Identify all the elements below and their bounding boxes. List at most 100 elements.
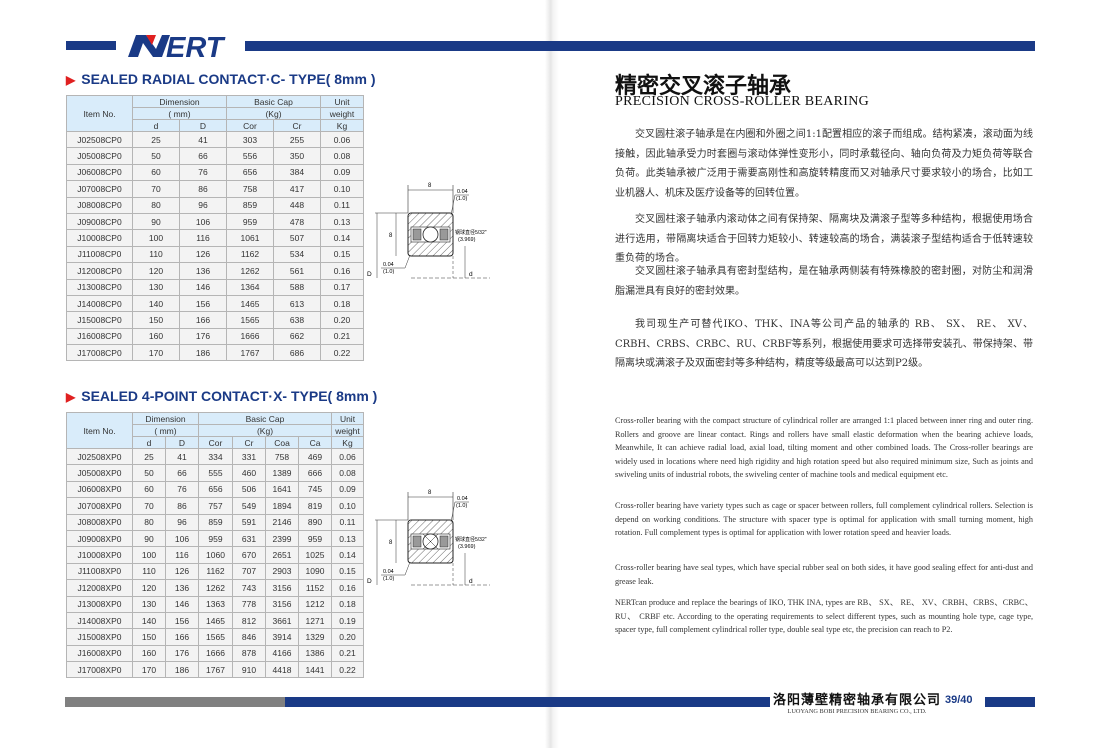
paragraph-en: NERTcan produce and replace the bearings… (615, 598, 1033, 635)
table-cell: 0.13 (320, 212, 364, 231)
table-cell: J11008XP0 (66, 562, 133, 581)
table-cell: J16008CP0 (66, 327, 133, 346)
c-type-table: Item No. Dimension Basic Cap Unit ( mm) (… (66, 95, 364, 362)
table-row: J14008XP0 140 156 1465 812 3661 1271 0.19 (66, 611, 364, 630)
table-cell: 846 (232, 628, 266, 646)
table-cell: 910 (232, 661, 266, 679)
table-cell: 110 (132, 245, 180, 264)
table-cell: 613 (273, 294, 321, 313)
header-unit: Unit (320, 95, 364, 108)
table-cell: 1565 (226, 311, 274, 329)
table-row: J08008XP0 80 96 859 591 2146 890 0.11 (66, 513, 364, 531)
table-cell: 0.13 (331, 529, 364, 548)
table-row: J16008XP0 160 176 1666 878 4166 1386 0.21 (66, 644, 364, 663)
table-cell: 1666 (226, 327, 274, 346)
table-row: J16008CP0 160 176 1666 662 0.21 (66, 327, 364, 346)
table-cell: 4418 (265, 661, 299, 679)
table-cell: 136 (165, 579, 199, 597)
header-bar-main (245, 41, 1035, 51)
table-row: J06008XP0 60 76 656 506 1641 745 0.09 (66, 480, 364, 499)
diagram-label: (1.0) (383, 576, 394, 582)
table-cell: 0.10 (331, 497, 364, 515)
table-cell: 66 (165, 464, 199, 482)
table-row: J05008CP0 50 66 556 350 0.08 (66, 147, 364, 165)
table-cell: 1090 (298, 562, 332, 581)
section-title-c-type: ▶ SEALED RADIAL CONTACT·C- TYPE( 8mm ) (66, 71, 376, 87)
table-cell: 0.06 (320, 130, 364, 149)
table-cell: 0.16 (331, 579, 364, 597)
table-cell: 166 (179, 311, 227, 329)
table-cell: 0.08 (320, 147, 364, 165)
table-cell: J15008XP0 (66, 628, 133, 646)
table-cell: 0.20 (320, 311, 364, 329)
table-cell: 255 (273, 130, 321, 149)
table-cell: 1389 (265, 464, 299, 482)
table-cell: 156 (165, 611, 199, 630)
header-dimension: Dimension (132, 412, 199, 425)
table-cell: 136 (179, 262, 227, 280)
table-cell: 106 (165, 529, 199, 548)
table-cell: 1386 (298, 644, 332, 663)
table-cell: 70 (132, 180, 180, 198)
table-cell: 507 (273, 229, 321, 247)
table-cell: 96 (165, 513, 199, 531)
page-number: 39/40 (945, 694, 973, 706)
table-cell: J15008CP0 (66, 311, 133, 329)
table-cell: 1465 (198, 611, 233, 630)
diagram-label: (1.0) (456, 196, 467, 202)
header-basic-cap-unit: (Kg) (198, 424, 332, 437)
diagram-label: d (469, 271, 473, 278)
table-cell: 120 (132, 579, 166, 597)
table-cell: 60 (132, 163, 180, 182)
diagram-label: 8 (428, 490, 432, 496)
table-cell: 1329 (298, 628, 332, 646)
header-basic-cap: Basic Cap (198, 412, 332, 425)
table-cell: 110 (132, 562, 166, 581)
nert-logo: ERT (128, 33, 226, 59)
footer-bar-blue (285, 697, 770, 707)
footer-bar-right (985, 697, 1035, 707)
table-cell: 0.21 (331, 644, 364, 663)
table-cell: 0.10 (320, 180, 364, 198)
table-cell: 878 (232, 644, 266, 663)
table-cell: 778 (232, 595, 266, 613)
diagram-label: (1.0) (456, 503, 467, 509)
table-row: J17008CP0 170 186 1767 686 0.22 (66, 344, 364, 362)
table-cell: 76 (179, 163, 227, 182)
title-en: PRECISION CROSS-ROLLER BEARING (615, 94, 870, 109)
footer-bar-gray (65, 697, 285, 707)
table-cell: 0.17 (320, 278, 364, 296)
table-cell: 176 (179, 327, 227, 346)
paragraph-cn: 我司现生产可替代IKO、THK、INA等公司产品的轴承的 RB、 SX、 RE、… (615, 319, 1033, 369)
header-column: Coa (265, 436, 299, 449)
table-cell: J14008XP0 (66, 611, 133, 630)
table-cell: 80 (132, 196, 180, 214)
table-cell: 166 (165, 628, 199, 646)
table-cell: 666 (298, 464, 332, 482)
header-bar-left (66, 41, 116, 50)
table-cell: 1894 (265, 497, 299, 515)
table-row: J17008XP0 170 186 1767 910 4418 1441 0.22 (66, 661, 364, 679)
table-cell: 1162 (198, 562, 233, 581)
table-cell: 150 (132, 311, 180, 329)
table-cell: 140 (132, 294, 180, 313)
header-unit: Unit (331, 412, 364, 425)
table-row: J05008XP0 50 66 555 460 1389 666 0.08 (66, 464, 364, 482)
table-cell: 2399 (265, 529, 299, 548)
table-cell: 25 (132, 447, 166, 466)
table-cell: 3661 (265, 611, 299, 630)
diagram-label: 8 (428, 183, 432, 189)
table-cell: J13008XP0 (66, 595, 133, 613)
table-cell: 1212 (298, 595, 332, 613)
diagram-label: D (367, 271, 372, 278)
table-cell: J17008CP0 (66, 344, 133, 362)
table-cell: 417 (273, 180, 321, 198)
table-row: J11008XP0 110 126 1162 707 2903 1090 0.15 (66, 562, 364, 581)
table-cell: 86 (179, 180, 227, 198)
table-cell: 534 (273, 245, 321, 264)
table-cell: 0.08 (331, 464, 364, 482)
table-cell: 1565 (198, 628, 233, 646)
table-row: J06008CP0 60 76 656 384 0.09 (66, 163, 364, 182)
table-cell: 591 (232, 513, 266, 531)
table-cell: 86 (165, 497, 199, 515)
